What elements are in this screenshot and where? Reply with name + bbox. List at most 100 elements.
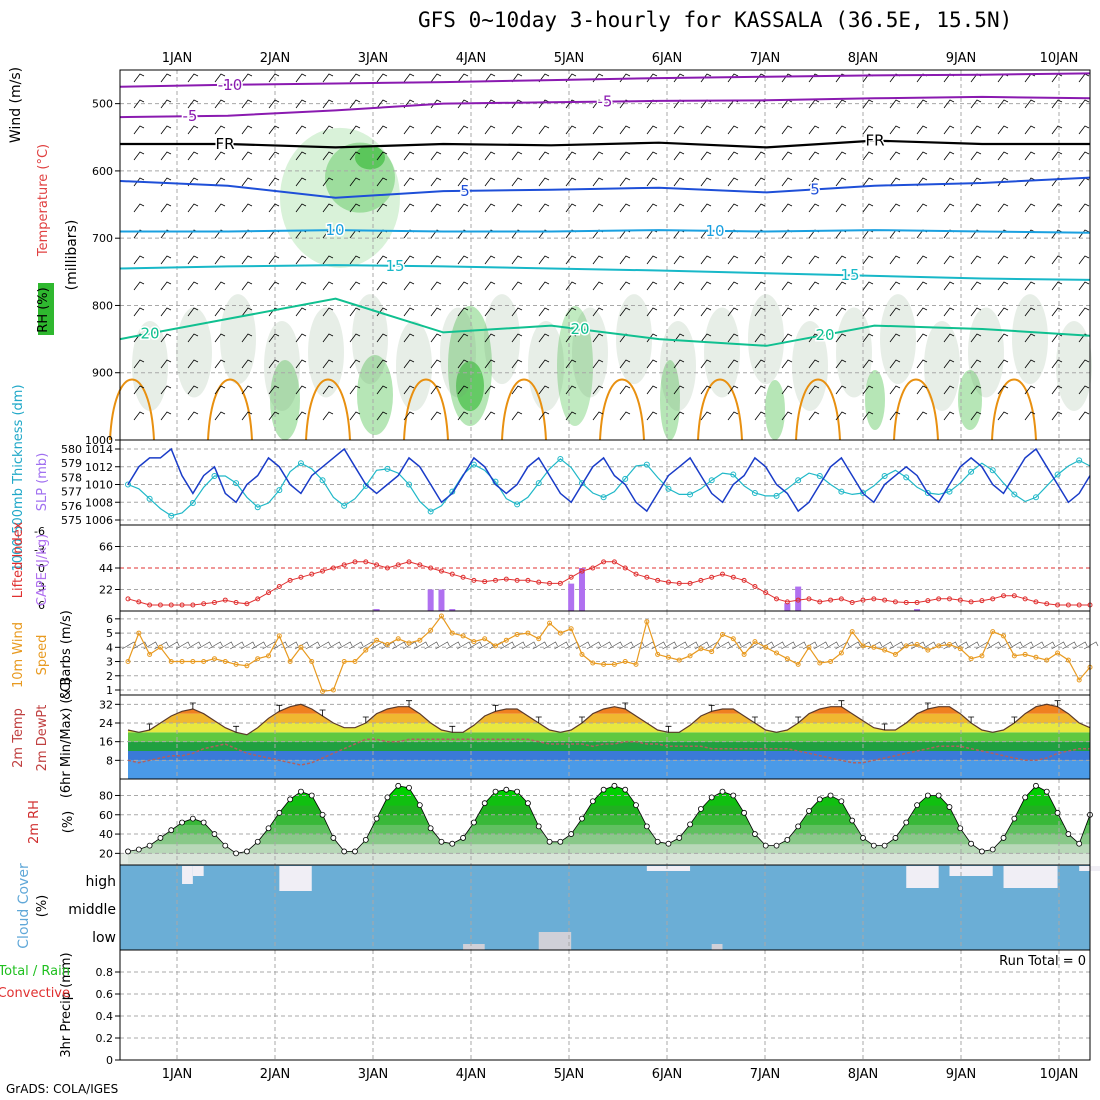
rh-band xyxy=(128,805,1090,816)
rh-shade xyxy=(308,307,344,398)
wind-speed-marker xyxy=(125,659,131,665)
wind-barb xyxy=(241,281,253,291)
wind-barb xyxy=(376,255,388,265)
wind-barb xyxy=(484,203,496,213)
wind-barb xyxy=(187,281,199,291)
contour-label: 5 xyxy=(810,180,820,198)
wind-barb xyxy=(1078,203,1090,213)
wind-barb xyxy=(1024,385,1036,395)
wind-barb xyxy=(1078,229,1090,239)
rh-marker xyxy=(687,821,693,828)
li-tick-label: -3 xyxy=(34,544,45,557)
wind-speed-marker xyxy=(871,644,877,650)
wind-barb xyxy=(565,151,577,161)
rh-marker xyxy=(146,842,153,849)
wind-barb xyxy=(619,177,631,187)
wind-barb xyxy=(1078,411,1090,421)
contour-line-15 xyxy=(119,264,1091,281)
wind-barb-10m xyxy=(813,641,829,650)
lifted-index-marker xyxy=(168,602,174,608)
rh-marker xyxy=(319,811,326,818)
rh-marker xyxy=(838,798,845,805)
rh-shade xyxy=(924,321,960,411)
wind-barb xyxy=(160,151,172,161)
rh-legend-swatch xyxy=(38,283,54,335)
cloud-high-clear xyxy=(646,866,691,871)
wind-barb xyxy=(295,333,307,343)
wind-barb xyxy=(592,281,604,291)
wind-barb xyxy=(943,281,955,291)
wind-barb xyxy=(970,411,982,421)
wind-barb xyxy=(214,203,226,213)
wind-barb-10m xyxy=(305,641,321,650)
wind-barb xyxy=(889,385,901,395)
wind-speed-marker xyxy=(655,651,661,657)
lifted-index-marker xyxy=(633,571,639,577)
y-tick-label: 80 xyxy=(99,789,113,802)
wind-barb xyxy=(727,125,739,135)
wind-barb xyxy=(646,307,658,317)
cape-bar xyxy=(427,589,434,611)
wind-barb-10m xyxy=(846,641,861,650)
y-tick-label: 1012 xyxy=(85,461,113,474)
wind-speed-marker xyxy=(849,629,855,635)
rh-shade xyxy=(352,294,388,385)
wind-barb xyxy=(241,255,253,265)
lifted-index-marker xyxy=(579,568,585,574)
wind-barb xyxy=(160,281,172,291)
rh-marker xyxy=(470,819,477,826)
temp-contour-25 xyxy=(403,378,449,441)
wind-barb xyxy=(1024,151,1036,161)
wind-barb-10m xyxy=(1051,641,1066,650)
wind-barb-10m xyxy=(359,641,375,650)
rh-marker xyxy=(406,784,412,791)
wind-barb xyxy=(646,359,658,369)
wind-barb xyxy=(484,307,496,317)
wind-barb xyxy=(1051,203,1063,213)
wind-barb xyxy=(322,99,334,109)
lifted-index-marker xyxy=(979,598,985,604)
wind-barb-10m xyxy=(1040,641,1056,650)
wind-barb xyxy=(619,281,631,291)
wind-barb xyxy=(565,385,577,395)
wind-barb-10m xyxy=(240,641,256,650)
x-tick-label-bottom: 6JAN xyxy=(652,1067,683,1082)
lifted-index-marker xyxy=(352,559,358,565)
wind-barb xyxy=(970,203,982,213)
wind-barb xyxy=(484,177,496,187)
cape-bar xyxy=(568,583,575,611)
y-tick-label: 0.6 xyxy=(96,988,114,1001)
wind-barb xyxy=(133,411,145,421)
thickness-marker xyxy=(795,477,802,484)
wind-barb xyxy=(1051,411,1063,421)
wind-barb-10m xyxy=(446,641,461,650)
wind-speed-marker xyxy=(547,620,553,626)
rh-marker xyxy=(568,831,575,837)
wind-barb-10m xyxy=(694,641,710,650)
lifted-index-marker xyxy=(601,559,607,565)
rh-shade xyxy=(880,294,916,385)
rh-marker xyxy=(719,788,726,795)
wind-barb-10m xyxy=(510,641,526,650)
thickness-marker xyxy=(1076,457,1083,464)
temp-contour-25 xyxy=(893,378,939,441)
slp-axis-label: SLP (mb) xyxy=(35,453,50,512)
wind-barb xyxy=(511,125,523,135)
wind-barb-10m xyxy=(1083,641,1099,650)
wind-barb xyxy=(484,73,496,83)
wind-barb xyxy=(997,307,1009,317)
wind-barb-10m xyxy=(219,641,234,650)
wind-speed-marker xyxy=(255,656,261,662)
wind-barb xyxy=(511,99,523,109)
thickness-marker xyxy=(881,472,888,479)
wind-speed-marker xyxy=(222,659,228,665)
wind-barb xyxy=(268,333,280,343)
wind-barb xyxy=(619,307,631,317)
wind-barb-10m xyxy=(424,641,439,650)
temp-band xyxy=(128,741,1090,751)
wind-barb-10m xyxy=(662,641,677,650)
temp-max-marker xyxy=(968,716,975,723)
cape-bar xyxy=(578,568,585,611)
cloud-low-bar xyxy=(711,944,723,950)
lifted-index-marker xyxy=(1044,601,1050,607)
